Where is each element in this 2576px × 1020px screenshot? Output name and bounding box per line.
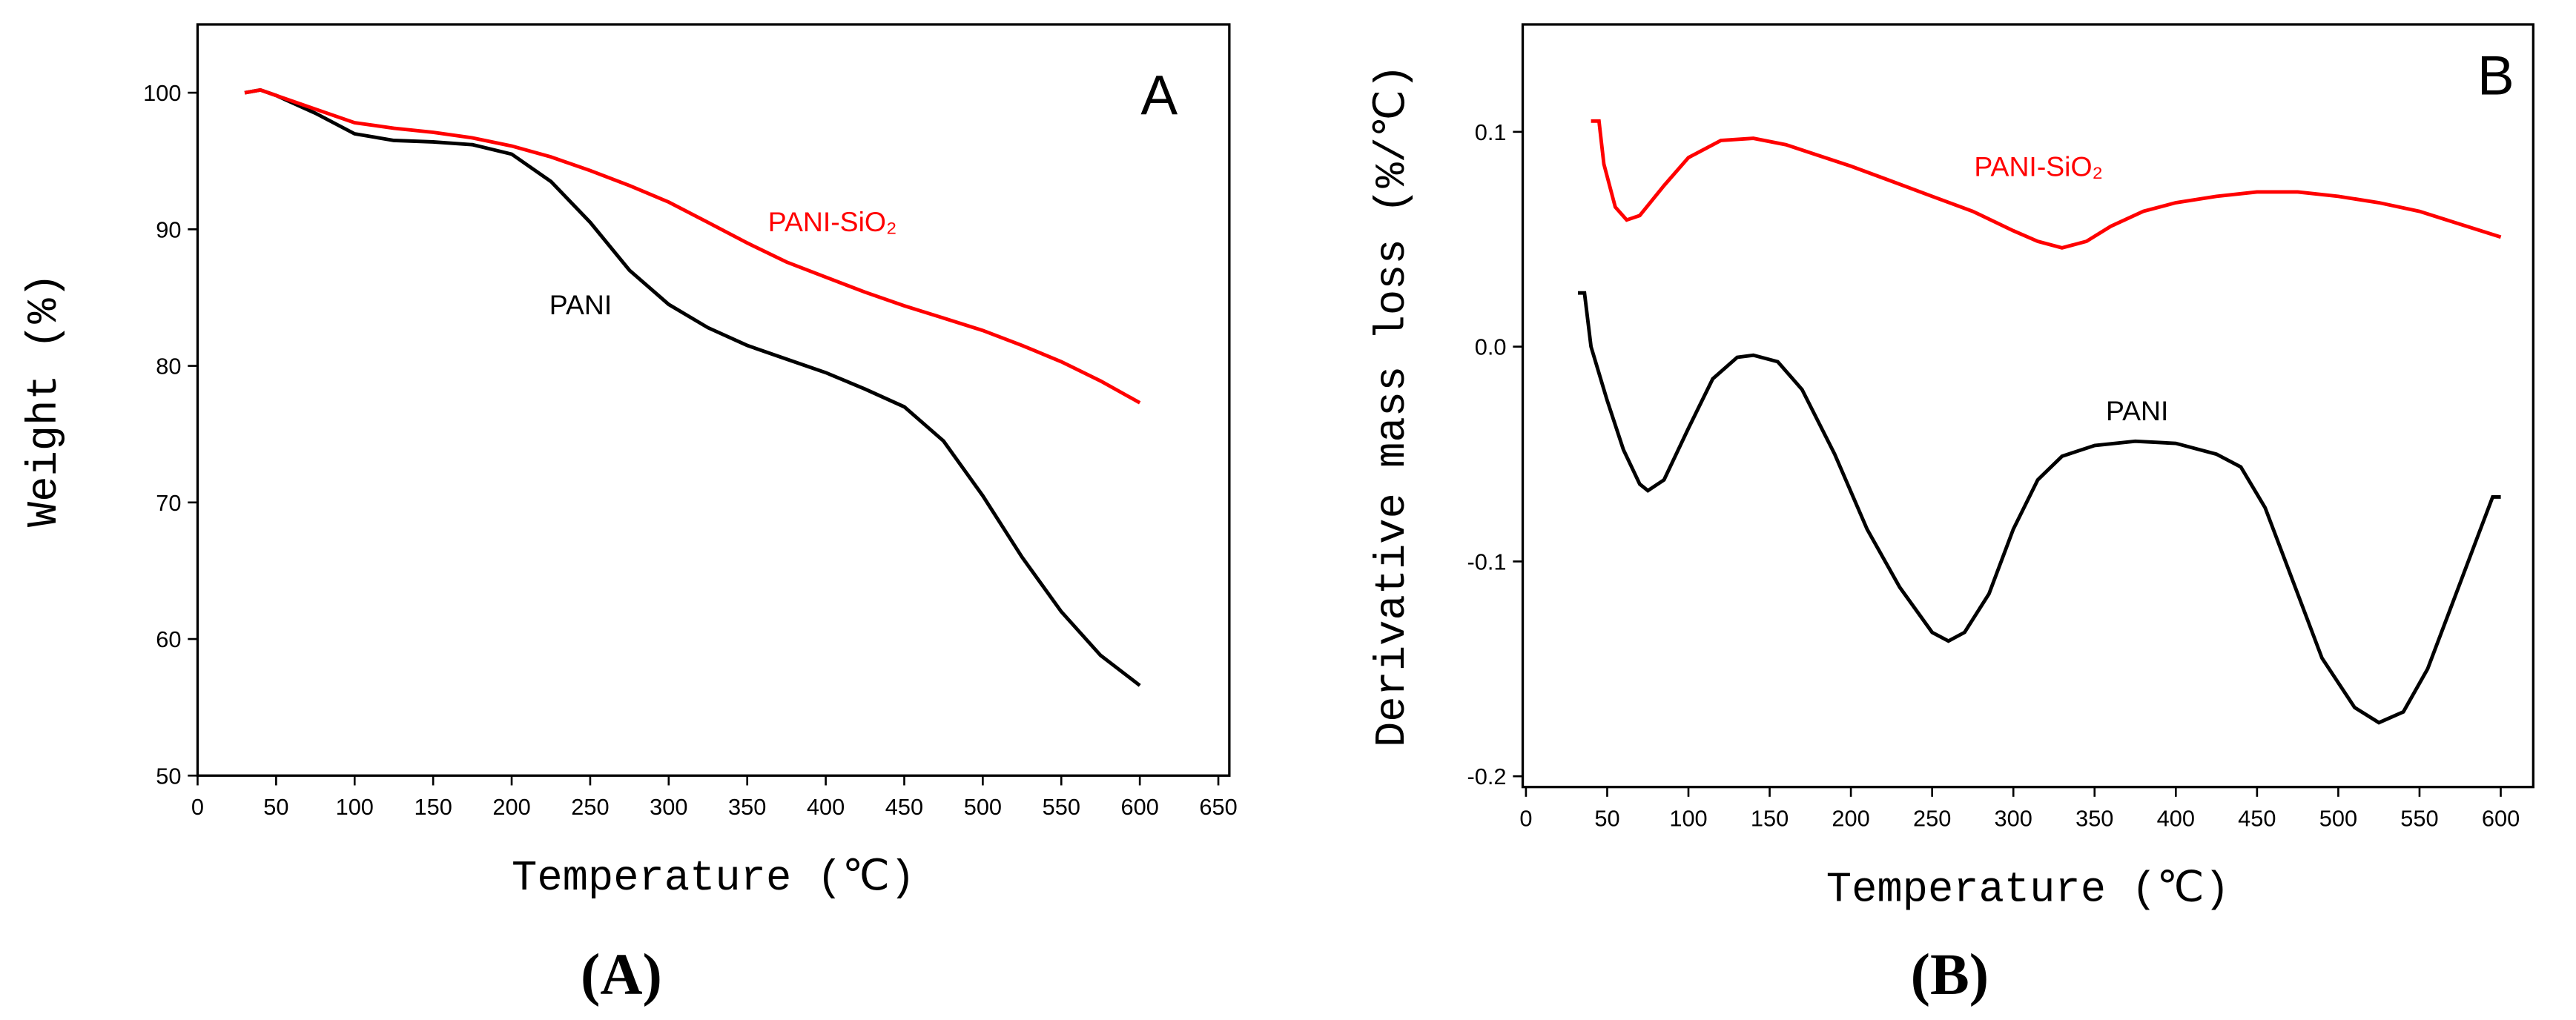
x-tick-label: 350 xyxy=(728,794,766,820)
x-tick-label: 150 xyxy=(1751,805,1789,831)
series-label: PANI xyxy=(2106,395,2168,426)
series-label: PANI xyxy=(549,289,612,320)
y-tick-label: 100 xyxy=(143,80,181,106)
caption: (B) xyxy=(1911,942,1989,1007)
x-tick-label: 100 xyxy=(1669,805,1707,831)
y-tick-label: 80 xyxy=(156,354,181,380)
y-axis-label: Weight (%) xyxy=(21,273,69,527)
x-tick-label: 0 xyxy=(1519,805,1532,831)
x-tick-label: 400 xyxy=(807,794,845,820)
x-tick-label: 200 xyxy=(1832,805,1869,831)
x-tick-label: 50 xyxy=(263,794,288,820)
x-axis-label: Temperature (℃) xyxy=(512,855,915,903)
y-tick-label: -0.1 xyxy=(1467,549,1507,574)
x-tick-label: 600 xyxy=(2482,805,2520,831)
y-axis-label: Derivative mass loss (%/℃) xyxy=(1369,64,1417,747)
x-tick-label: 250 xyxy=(571,794,609,820)
data-line xyxy=(1591,119,2502,250)
caption: (A) xyxy=(581,942,662,1007)
x-tick-label: 600 xyxy=(1120,794,1158,820)
x-axis-label: Temperature (℃) xyxy=(1826,867,2230,915)
x-tick-label: 350 xyxy=(2075,805,2113,831)
y-tick-label: 90 xyxy=(156,216,181,242)
x-tick-label: 150 xyxy=(414,794,452,820)
x-tick-label: 400 xyxy=(2157,805,2195,831)
x-tick-label: 450 xyxy=(885,794,923,820)
data-line xyxy=(244,87,1141,405)
x-tick-label: 250 xyxy=(1913,805,1951,831)
x-tick-label: 450 xyxy=(2238,805,2276,831)
y-tick-label: 0.0 xyxy=(1475,334,1507,360)
x-tick-label: 50 xyxy=(1594,805,1619,831)
x-tick-label: 550 xyxy=(1043,794,1080,820)
x-tick-label: 300 xyxy=(1995,805,2032,831)
x-tick-label: 550 xyxy=(2400,805,2438,831)
plot-frame xyxy=(1521,23,2534,789)
plot-frame xyxy=(196,23,1231,777)
x-tick-label: 650 xyxy=(1199,794,1237,820)
y-tick-label: 60 xyxy=(156,626,181,652)
panel-letter: A xyxy=(1140,64,1178,126)
x-tick-label: 500 xyxy=(2319,805,2357,831)
series-label: PANI-SiO₂ xyxy=(1974,150,2103,182)
y-tick-label: 70 xyxy=(156,490,181,516)
x-tick-label: 500 xyxy=(964,794,1002,820)
y-tick-label: -0.2 xyxy=(1467,764,1507,789)
data-line xyxy=(1578,291,2501,725)
x-tick-label: 300 xyxy=(650,794,687,820)
y-tick-label: 0.1 xyxy=(1475,119,1507,145)
x-tick-label: 0 xyxy=(191,794,204,820)
x-tick-label: 100 xyxy=(336,794,374,820)
data-line xyxy=(244,87,1141,687)
series-label: PANI-SiO₂ xyxy=(768,206,897,237)
x-tick-label: 200 xyxy=(492,794,530,820)
panel-letter: B xyxy=(2477,44,2514,106)
y-tick-label: 50 xyxy=(156,763,181,789)
